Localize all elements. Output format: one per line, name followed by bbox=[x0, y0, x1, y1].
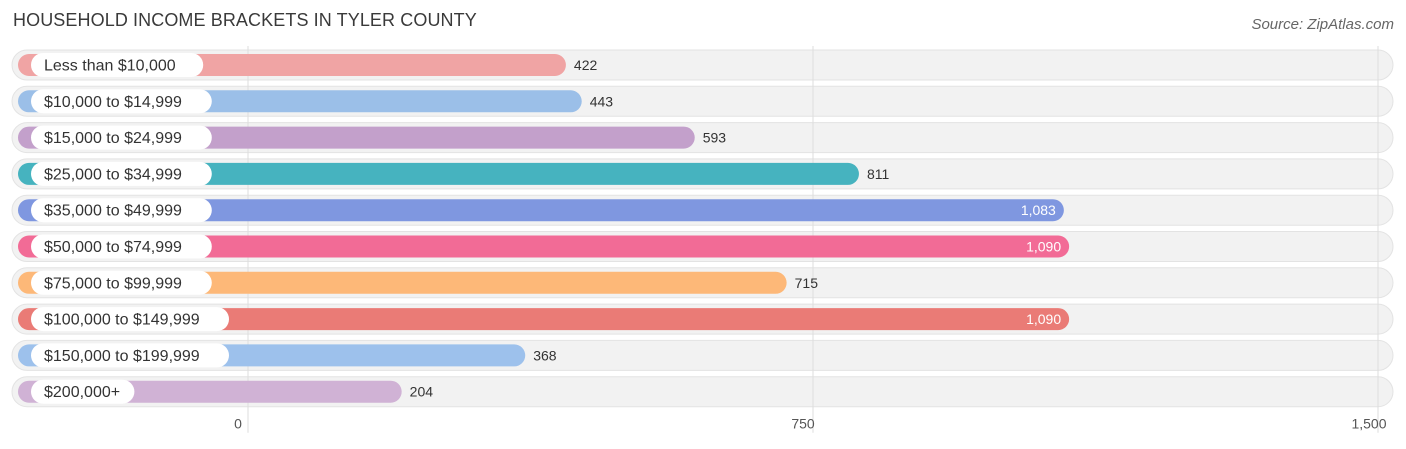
category-label: $50,000 to $74,999 bbox=[44, 239, 182, 256]
tick-label: 750 bbox=[791, 416, 815, 432]
category-label: $200,000+ bbox=[44, 384, 120, 401]
category-pill bbox=[31, 89, 212, 114]
value-label: 1,090 bbox=[1026, 311, 1061, 327]
tick-label: 1,500 bbox=[1351, 416, 1386, 432]
category-label: $15,000 to $24,999 bbox=[44, 130, 182, 147]
value-label: 368 bbox=[533, 347, 557, 363]
category-label: $25,000 to $34,999 bbox=[44, 166, 182, 183]
bar bbox=[18, 199, 1064, 222]
value-label: 593 bbox=[703, 130, 727, 146]
value-label: 1,083 bbox=[1021, 202, 1056, 218]
category-pill bbox=[31, 270, 212, 295]
chart-title: HOUSEHOLD INCOME BRACKETS IN TYLER COUNT… bbox=[13, 10, 477, 30]
category-pill bbox=[31, 234, 212, 259]
category-pill bbox=[31, 125, 212, 150]
bar bbox=[18, 162, 859, 185]
category-label: $150,000 to $199,999 bbox=[44, 348, 200, 365]
category-pill bbox=[31, 307, 229, 332]
category-label: $100,000 to $149,999 bbox=[44, 312, 200, 329]
bar bbox=[18, 308, 1070, 331]
category-label: Less than $10,000 bbox=[44, 58, 176, 75]
value-label: 811 bbox=[867, 166, 890, 182]
bar bbox=[18, 235, 1070, 258]
category-label: $35,000 to $49,999 bbox=[44, 203, 182, 220]
value-label: 715 bbox=[795, 275, 819, 291]
category-pill bbox=[31, 53, 204, 77]
value-label: 443 bbox=[590, 93, 614, 109]
category-label: $10,000 to $14,999 bbox=[44, 94, 182, 111]
category-label: $75,000 to $99,999 bbox=[44, 275, 182, 292]
category-pill bbox=[31, 161, 212, 186]
value-label: 1,090 bbox=[1026, 239, 1061, 255]
value-label: 204 bbox=[410, 384, 434, 400]
category-pill bbox=[31, 343, 229, 368]
value-label: 422 bbox=[574, 57, 598, 73]
category-pill bbox=[31, 198, 212, 223]
category-pill bbox=[31, 379, 135, 404]
chart-source: Source: ZipAtlas.com bbox=[1251, 16, 1394, 33]
tick-label: 0 bbox=[234, 416, 242, 432]
